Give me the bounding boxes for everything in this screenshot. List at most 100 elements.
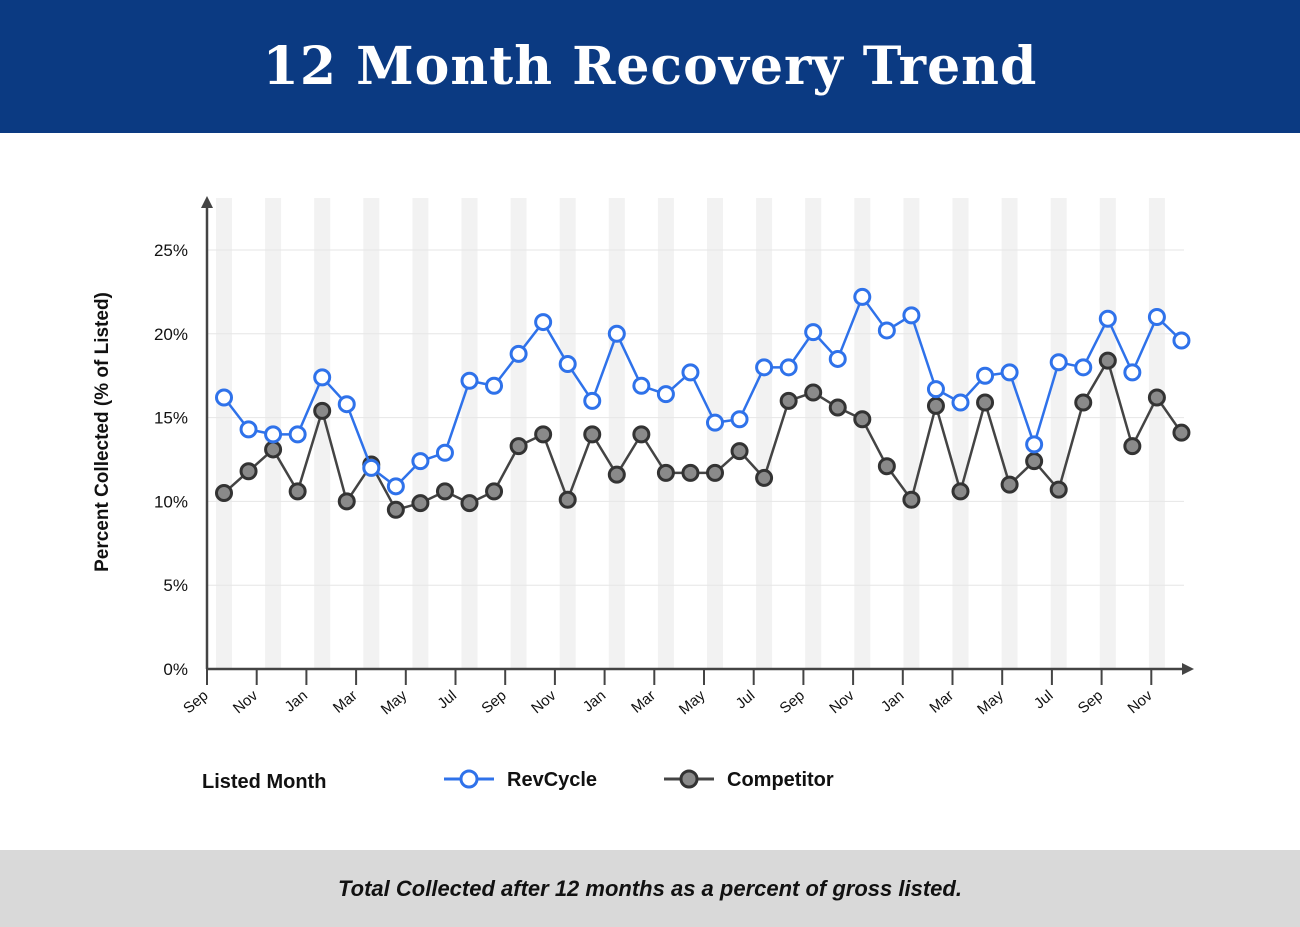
month-band: [903, 198, 920, 669]
legend-marker-revcycle: [459, 769, 479, 789]
data-point-revcycle: [485, 376, 504, 395]
axes: [201, 196, 1194, 685]
series-revcycle: [215, 287, 1191, 496]
legend-item-revcycle: RevCycle: [444, 769, 597, 791]
data-point-competitor: [976, 393, 995, 412]
x-tick-label: Sep: [777, 687, 808, 717]
x-tick-label: Jul: [1031, 687, 1057, 712]
y-axis-label: Percent Collected (% of Listed): [92, 292, 113, 572]
x-tick-label: Jan: [878, 687, 907, 716]
month-band: [1148, 198, 1165, 669]
data-point-competitor: [264, 440, 283, 459]
x-tick-label: May: [974, 687, 1007, 719]
legend-item-competitor: Competitor: [664, 769, 834, 791]
data-point-competitor: [583, 425, 602, 444]
x-tick-label: Jan: [282, 687, 311, 716]
x-tick-label: Mar: [628, 687, 659, 717]
data-point-revcycle: [264, 425, 283, 444]
y-tick-labels: 0% 5% 10% 15% 20% 25%: [154, 241, 188, 679]
data-point-competitor: [853, 410, 872, 429]
data-point-competitor: [215, 484, 233, 503]
data-point-revcycle: [681, 363, 700, 382]
series-line-competitor: [223, 359, 1183, 512]
month-band: [952, 198, 969, 669]
data-point-revcycle: [386, 477, 405, 496]
data-point-revcycle: [607, 324, 626, 343]
data-point-competitor: [1000, 475, 1019, 494]
data-point-competitor: [337, 492, 356, 511]
x-tick-labels: Sep Nov Jan Mar May Jul Sep Nov Jan Mar May Jul Sep N…: [180, 687, 1156, 719]
footer-caption: Total Collected after 12 months as a per…: [338, 875, 962, 901]
data-point-revcycle: [337, 395, 356, 414]
data-point-revcycle: [239, 420, 258, 439]
data-point-competitor: [951, 482, 970, 501]
data-point-revcycle: [632, 376, 651, 395]
data-point-revcycle: [1172, 331, 1191, 350]
data-point-revcycle: [877, 321, 896, 340]
data-point-revcycle: [1147, 308, 1166, 327]
data-point-revcycle: [730, 410, 749, 429]
data-point-competitor: [509, 437, 528, 456]
data-point-revcycle: [411, 452, 430, 471]
data-point-competitor: [926, 396, 945, 415]
x-tick-label: Sep: [478, 687, 509, 717]
data-point-revcycle: [460, 371, 479, 390]
month-band: [1099, 198, 1116, 669]
data-point-revcycle: [1074, 358, 1093, 377]
month-band: [805, 198, 822, 669]
data-point-competitor: [460, 494, 479, 513]
month-band: [314, 198, 331, 669]
data-point-competitor: [779, 391, 798, 410]
data-point-competitor: [485, 482, 504, 501]
data-point-competitor: [828, 398, 847, 417]
legend-label-competitor: Competitor: [727, 769, 834, 791]
data-point-competitor: [534, 425, 553, 444]
data-point-competitor: [288, 482, 307, 501]
series-competitor: [215, 351, 1191, 519]
x-tick-label: Sep: [180, 687, 211, 717]
data-point-competitor: [877, 457, 896, 476]
data-point-competitor: [632, 425, 651, 444]
y-tick-label: 0%: [163, 660, 188, 679]
data-point-competitor: [1147, 388, 1166, 407]
y-axis-arrow: [201, 196, 213, 208]
data-point-revcycle: [583, 391, 602, 410]
month-band: [363, 198, 380, 669]
data-point-revcycle: [976, 366, 995, 385]
data-point-revcycle: [926, 380, 945, 399]
x-axis-arrow: [1182, 663, 1194, 675]
month-band: [510, 198, 527, 669]
data-point-competitor: [435, 482, 454, 501]
data-point-revcycle: [779, 358, 798, 377]
data-point-competitor: [1025, 452, 1044, 471]
data-point-revcycle: [1000, 363, 1019, 382]
data-point-revcycle: [558, 354, 577, 373]
data-point-competitor: [239, 462, 258, 481]
data-point-competitor: [804, 383, 823, 402]
data-point-competitor: [607, 465, 626, 484]
data-point-revcycle: [362, 458, 381, 477]
data-point-revcycle: [435, 443, 454, 462]
x-tick-label: Mar: [330, 687, 361, 717]
legend-marker-competitor: [679, 769, 699, 789]
month-band: [412, 198, 429, 669]
month-band: [1050, 198, 1067, 669]
legend-label-revcycle: RevCycle: [507, 769, 597, 791]
month-band: [1001, 198, 1018, 669]
data-point-competitor: [755, 468, 774, 487]
data-point-revcycle: [1049, 353, 1068, 372]
data-point-competitor: [656, 463, 675, 482]
y-tick-label: 5%: [163, 576, 188, 595]
month-band: [216, 198, 232, 669]
data-point-revcycle: [1025, 435, 1044, 454]
data-point-competitor: [411, 494, 430, 513]
month-band: [756, 198, 773, 669]
data-point-revcycle: [902, 306, 921, 325]
x-tick-label: May: [378, 687, 411, 719]
data-point-competitor: [1123, 437, 1142, 456]
data-point-revcycle: [509, 344, 528, 363]
month-band: [854, 198, 871, 669]
data-point-revcycle: [828, 349, 847, 368]
data-point-revcycle: [656, 385, 675, 404]
data-point-revcycle: [288, 425, 307, 444]
